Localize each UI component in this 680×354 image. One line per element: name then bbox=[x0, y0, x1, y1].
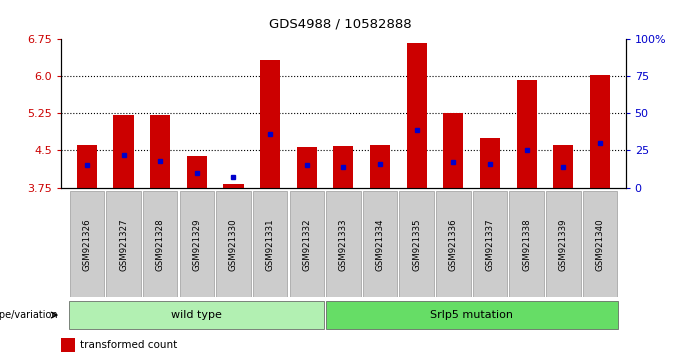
Bar bbox=[473, 191, 507, 297]
Bar bbox=[326, 191, 360, 297]
Bar bbox=[546, 191, 581, 297]
Bar bbox=[187, 156, 207, 188]
Text: GSM921328: GSM921328 bbox=[156, 218, 165, 270]
Bar bbox=[290, 191, 324, 297]
Text: genotype/variation: genotype/variation bbox=[0, 310, 58, 320]
Bar bbox=[260, 60, 280, 188]
Bar bbox=[216, 191, 251, 297]
Text: GSM921340: GSM921340 bbox=[596, 218, 605, 270]
Text: GSM921338: GSM921338 bbox=[522, 218, 531, 270]
Bar bbox=[590, 75, 610, 188]
Bar bbox=[333, 147, 354, 188]
Bar bbox=[223, 184, 243, 188]
Text: GSM921326: GSM921326 bbox=[82, 218, 91, 270]
Bar bbox=[69, 301, 324, 329]
Text: GSM921336: GSM921336 bbox=[449, 218, 458, 270]
Bar bbox=[509, 191, 544, 297]
Text: GSM921332: GSM921332 bbox=[302, 218, 311, 270]
Text: GSM921339: GSM921339 bbox=[559, 218, 568, 270]
Bar bbox=[436, 191, 471, 297]
Text: GSM921329: GSM921329 bbox=[192, 218, 201, 270]
Bar bbox=[253, 191, 288, 297]
Text: Srlp5 mutation: Srlp5 mutation bbox=[430, 310, 513, 320]
Bar bbox=[143, 191, 177, 297]
Bar bbox=[370, 145, 390, 188]
Text: GSM921331: GSM921331 bbox=[266, 218, 275, 270]
Bar bbox=[114, 115, 133, 188]
Bar bbox=[363, 191, 397, 297]
Bar bbox=[296, 148, 317, 188]
Text: GSM921327: GSM921327 bbox=[119, 218, 128, 270]
Text: GSM921335: GSM921335 bbox=[412, 218, 421, 270]
Text: GDS4988 / 10582888: GDS4988 / 10582888 bbox=[269, 18, 411, 31]
Bar bbox=[443, 113, 464, 188]
Text: GSM921337: GSM921337 bbox=[486, 218, 494, 270]
Bar bbox=[69, 191, 104, 297]
Text: GSM921330: GSM921330 bbox=[229, 218, 238, 270]
Bar bbox=[77, 144, 97, 188]
Bar bbox=[399, 191, 434, 297]
Text: GSM921334: GSM921334 bbox=[375, 218, 385, 270]
Bar bbox=[583, 191, 617, 297]
Bar bbox=[517, 80, 537, 188]
Bar bbox=[61, 337, 75, 352]
Bar bbox=[480, 138, 500, 188]
Bar bbox=[150, 115, 170, 188]
Bar bbox=[180, 191, 214, 297]
Text: GSM921333: GSM921333 bbox=[339, 218, 348, 270]
Bar bbox=[407, 43, 427, 188]
Bar bbox=[326, 301, 617, 329]
Text: wild type: wild type bbox=[171, 310, 222, 320]
Bar bbox=[106, 191, 141, 297]
Bar bbox=[554, 145, 573, 188]
Text: transformed count: transformed count bbox=[80, 340, 177, 350]
